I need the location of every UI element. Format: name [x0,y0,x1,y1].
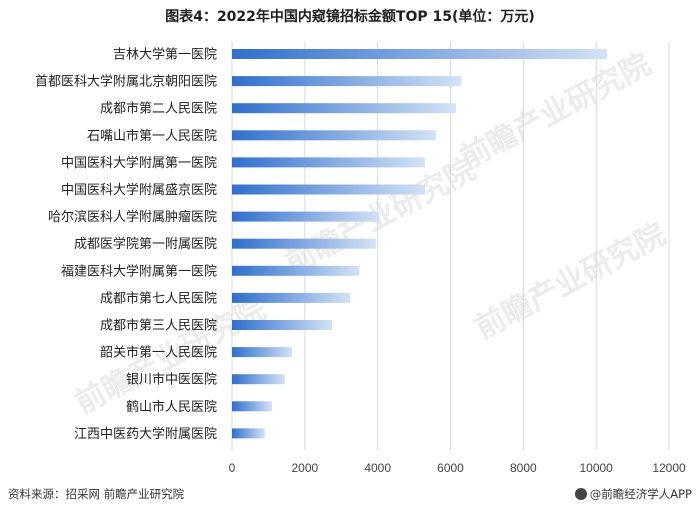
watermark-text: 前瞻产业研究院 [455,47,657,176]
bar [232,347,293,358]
category-label: 成都市第七人民医院 [100,290,217,306]
category-label: 成都市第三人民医院 [100,318,217,334]
category-label: 银川市中医医院 [126,372,217,388]
x-tick-label: 0 [229,461,236,475]
category-labels: 吉林大学第一医院首都医科大学附属北京朝阳医院成都市第二人民医院石嘴山市第一人民医… [35,47,217,442]
bar [232,401,273,412]
bar [232,157,426,168]
category-label: 石嘴山市第一人民医院 [87,128,217,144]
category-label: 首都医科大学附属北京朝阳医院 [35,74,217,90]
watermark-text: 前瞻产业研究院 [470,217,672,346]
brand-credit-label: @前瞻经济学人APP [589,487,692,501]
brand-credit: @前瞻经济学人APP [574,486,692,502]
bar [232,428,265,439]
category-label: 韶关市第一人民医院 [100,345,217,361]
bars [232,49,608,439]
category-label: 鹤山市人民医院 [126,399,217,415]
category-label: 福建医科大学附属第一医院 [61,263,217,279]
bar [232,130,436,141]
brand-logo-icon [574,488,587,500]
x-tick-label: 8000 [510,461,537,475]
bar [232,211,380,222]
x-tick-label: 4000 [364,461,391,475]
bar [232,76,462,87]
bar [232,265,360,276]
x-tick-label: 10000 [579,461,613,475]
bar [232,103,456,114]
category-label: 成都医学院第一附属医院 [74,236,217,252]
category-label: 中国医科大学附属第一医院 [61,155,217,171]
bar [232,320,333,330]
category-label: 中国医科大学附属盛京医院 [61,182,217,198]
chart-title: 图表4：2022年中国内窥镜招标金额TOP 15(单位：万元) [165,9,535,25]
category-label: 吉林大学第一医院 [113,47,217,63]
category-label: 成都市第二人民医院 [100,101,217,117]
x-tick-label: 12000 [652,461,686,475]
bar [232,292,351,303]
category-label: 江西中医药大学附属医院 [74,426,217,442]
x-tick-label: 2000 [291,461,318,475]
bar [232,238,376,249]
bar [232,49,608,59]
bar [232,374,285,385]
category-label: 哈尔滨医科人学附属肿瘤医院 [48,209,217,225]
x-tick-labels: 0 2000 4000 6000 8000 10000 12000 [229,461,686,475]
source-note: 资料来源：招采网 前瞻产业研究院 [8,487,185,501]
x-tick-label: 6000 [437,461,464,475]
bar [232,184,426,195]
